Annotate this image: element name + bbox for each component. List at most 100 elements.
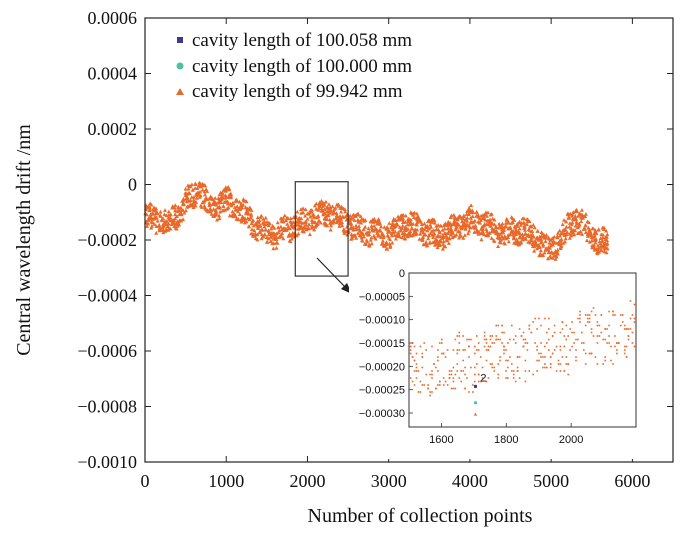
data-point [443, 244, 448, 249]
data-point [583, 212, 588, 216]
inset-data-point [511, 324, 513, 327]
data-point [147, 205, 152, 210]
data-point [262, 232, 267, 237]
inset-data-point [466, 377, 468, 379]
data-point [191, 197, 196, 202]
inset-data-point [511, 363, 513, 365]
inset-data-point [495, 338, 497, 341]
data-point [203, 192, 207, 197]
data-point [539, 237, 544, 242]
data-point [474, 210, 479, 215]
inset-data-point [487, 345, 490, 348]
data-point [535, 246, 540, 251]
data-point [424, 243, 429, 248]
inset-data-point [549, 356, 552, 358]
inset-data-point [431, 391, 433, 393]
data-point [280, 231, 285, 236]
data-point [532, 244, 537, 249]
y-tick-label: −0.0006 [77, 341, 137, 361]
data-point [183, 208, 188, 213]
data-point [434, 223, 439, 228]
data-point [484, 227, 489, 231]
data-point [340, 223, 345, 228]
inset-data-point [565, 338, 568, 341]
inset-data-point [505, 377, 507, 379]
data-point [296, 231, 301, 236]
inset-data-point [415, 366, 418, 369]
inset-data-point [476, 335, 478, 337]
data-point [315, 221, 320, 226]
inset-data-point [409, 349, 412, 351]
inset-data-point [452, 366, 455, 369]
inset-data-point [620, 314, 622, 316]
inset-data-point [483, 345, 486, 348]
inset-data-point [608, 335, 610, 337]
inset-data-point [450, 387, 453, 390]
data-point [539, 230, 544, 234]
inset-data-point [477, 349, 480, 351]
inset-data-point [518, 377, 521, 379]
inset-data-point [460, 370, 462, 372]
inset-data-point [633, 317, 636, 320]
data-point [249, 221, 254, 226]
inset-data-points [409, 300, 636, 397]
data-point [146, 218, 151, 222]
data-point [593, 240, 598, 245]
data-point [413, 232, 418, 237]
data-point [213, 200, 218, 205]
inset-data-point [446, 384, 449, 386]
data-point [428, 231, 433, 235]
inset-data-point [604, 359, 606, 362]
zoom-arrow-line [316, 257, 347, 289]
inset-data-point [516, 356, 519, 358]
data-point [480, 228, 485, 233]
inset-data-point [454, 387, 457, 390]
inset-data-point [528, 370, 531, 372]
data-point [522, 221, 527, 225]
data-point [359, 235, 364, 240]
data-point [557, 242, 562, 247]
inset-data-point [575, 356, 577, 358]
data-point [431, 235, 436, 239]
inset-data-point [491, 363, 494, 365]
data-point [336, 204, 341, 208]
data-point [466, 231, 471, 236]
data-point [535, 229, 540, 233]
inset-data-point [614, 314, 616, 316]
inset-data-point [590, 310, 593, 313]
data-point [314, 201, 319, 206]
data-point [262, 219, 267, 224]
inset-data-point [518, 328, 521, 330]
data-point [397, 234, 402, 239]
inset-data-point [553, 349, 556, 351]
data-point [529, 235, 534, 240]
inset-data-point [470, 366, 472, 369]
data-point [261, 234, 266, 239]
data-point [309, 208, 314, 212]
inset-data-point [501, 324, 503, 327]
data-point [449, 223, 453, 228]
data-point [333, 206, 338, 210]
inset-y-tick-label: 0 [399, 268, 405, 280]
data-point [244, 199, 249, 204]
inset-data-point [479, 356, 482, 358]
inset-data-point [522, 338, 525, 341]
data-point [176, 205, 181, 210]
data-point [576, 231, 581, 235]
data-point [559, 244, 564, 248]
inset-data-point [530, 331, 533, 334]
inset-data-point [470, 338, 472, 341]
data-point [586, 220, 591, 225]
inset-data-point [588, 321, 591, 323]
data-point [247, 206, 252, 210]
data-point [567, 235, 572, 240]
inset-data-point [549, 363, 552, 365]
data-point [321, 201, 326, 205]
data-point [367, 229, 372, 234]
data-point [528, 240, 533, 245]
data-point [372, 223, 377, 228]
data-point [149, 225, 154, 230]
data-point [313, 220, 318, 225]
data-point [510, 220, 515, 224]
inset-data-point [493, 370, 496, 372]
